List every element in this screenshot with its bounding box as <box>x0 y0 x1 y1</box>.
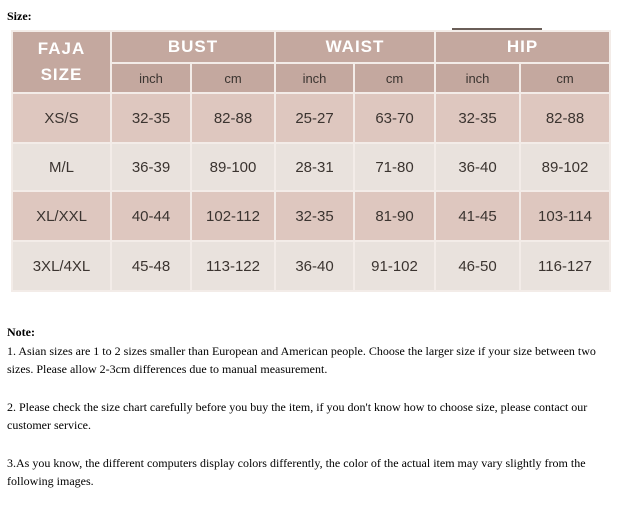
measurement-cell: 116-127 <box>519 240 611 292</box>
measurement-cell: 46-50 <box>434 240 521 292</box>
measurement-cell: 32-35 <box>274 190 355 242</box>
measurement-cell: 32-35 <box>434 92 521 144</box>
measurement-cell: 28-31 <box>274 142 355 192</box>
unit-header: inch <box>110 62 192 94</box>
waist-header: WAIST <box>274 30 436 64</box>
measurement-cell: 81-90 <box>353 190 436 242</box>
unit-header: cm <box>353 62 436 94</box>
decorative-line <box>452 28 542 30</box>
measurement-cell: 103-114 <box>519 190 611 242</box>
table-row: XS/S 32-35 82-88 25-27 63-70 32-35 82-88 <box>11 92 611 144</box>
size-table: FAJA SIZE BUST WAIST HIP inch cm inch cm … <box>11 30 611 292</box>
faja-size-header: FAJA SIZE <box>11 30 112 94</box>
unit-header: cm <box>190 62 276 94</box>
hip-header: HIP <box>434 30 611 64</box>
notes-title: Note: <box>7 325 35 339</box>
measurement-cell: 36-40 <box>434 142 521 192</box>
measurement-cell: 41-45 <box>434 190 521 242</box>
measurement-cell: 91-102 <box>353 240 436 292</box>
size-chart: FAJA SIZE BUST WAIST HIP inch cm inch cm … <box>11 30 611 292</box>
table-row: XL/XXL 40-44 102-112 32-35 81-90 41-45 103-114 <box>11 190 611 242</box>
measurement-cell: 36-40 <box>274 240 355 292</box>
measurement-cell: 45-48 <box>110 240 192 292</box>
size-label: Size: <box>7 9 32 23</box>
faja-label: FAJA <box>37 39 86 58</box>
measurement-cell: 89-100 <box>190 142 276 192</box>
unit-header: inch <box>434 62 521 94</box>
size-cell: 3XL/4XL <box>11 240 112 292</box>
measurement-cell: 89-102 <box>519 142 611 192</box>
measurement-cell: 102-112 <box>190 190 276 242</box>
measurement-cell: 82-88 <box>190 92 276 144</box>
bust-header: BUST <box>110 30 276 64</box>
unit-header: cm <box>519 62 611 94</box>
measurement-cell: 36-39 <box>110 142 192 192</box>
notes-section: Note: 1. Asian sizes are 1 to 2 sizes sm… <box>7 323 612 510</box>
measurement-cell: 71-80 <box>353 142 436 192</box>
note-item: 3.As you know, the different computers d… <box>7 455 586 489</box>
measurement-cell: 32-35 <box>110 92 192 144</box>
size-cell: XS/S <box>11 92 112 144</box>
size-header-label: SIZE <box>40 65 83 84</box>
table-row: 3XL/4XL 45-48 113-122 36-40 91-102 46-50 116-1… <box>11 240 611 292</box>
note-item: 2. Please check the size chart carefully… <box>7 399 588 433</box>
unit-header: inch <box>274 62 355 94</box>
measurement-cell: 82-88 <box>519 92 611 144</box>
table-row: M/L 36-39 89-100 28-31 71-80 36-40 89-102 <box>11 142 611 192</box>
note-item: 1. Asian sizes are 1 to 2 sizes smaller … <box>7 343 596 377</box>
size-cell: XL/XXL <box>11 190 112 242</box>
measurement-cell: 63-70 <box>353 92 436 144</box>
size-cell: M/L <box>11 142 112 192</box>
measurement-cell: 40-44 <box>110 190 192 242</box>
measurement-cell: 113-122 <box>190 240 276 292</box>
measurement-cell: 25-27 <box>274 92 355 144</box>
